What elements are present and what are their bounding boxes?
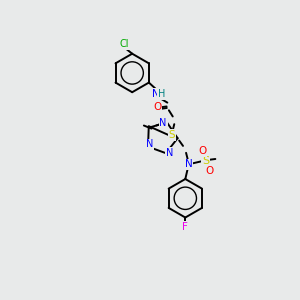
- Text: O: O: [153, 102, 161, 112]
- Text: Cl: Cl: [120, 40, 129, 50]
- Text: N: N: [184, 159, 192, 170]
- Text: F: F: [182, 222, 188, 232]
- Text: O: O: [206, 166, 214, 176]
- Text: H: H: [158, 89, 166, 99]
- Text: S: S: [202, 156, 209, 166]
- Text: N: N: [166, 148, 173, 158]
- Text: N: N: [159, 118, 167, 128]
- Text: N: N: [146, 140, 153, 149]
- Text: S: S: [169, 130, 175, 140]
- Text: N: N: [152, 89, 160, 99]
- Text: O: O: [198, 146, 206, 156]
